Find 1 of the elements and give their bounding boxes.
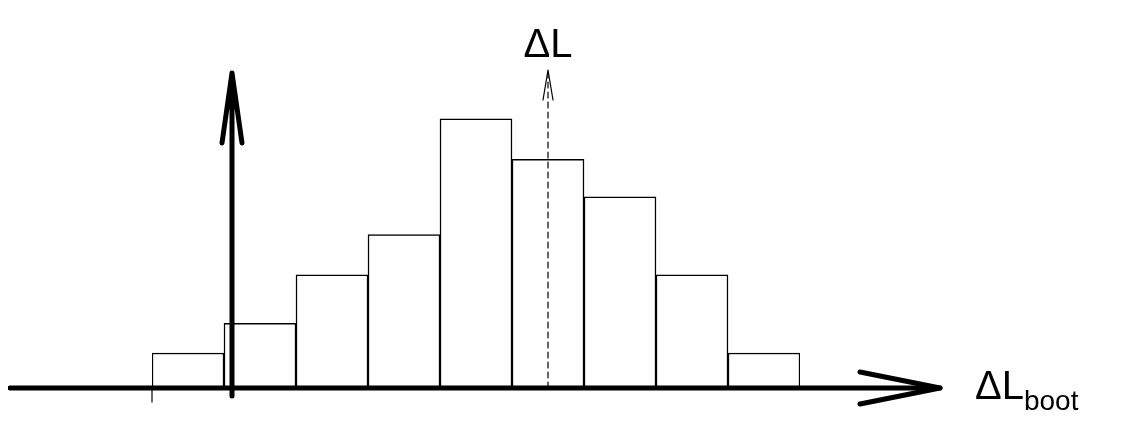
text: ΔL xyxy=(523,21,573,65)
